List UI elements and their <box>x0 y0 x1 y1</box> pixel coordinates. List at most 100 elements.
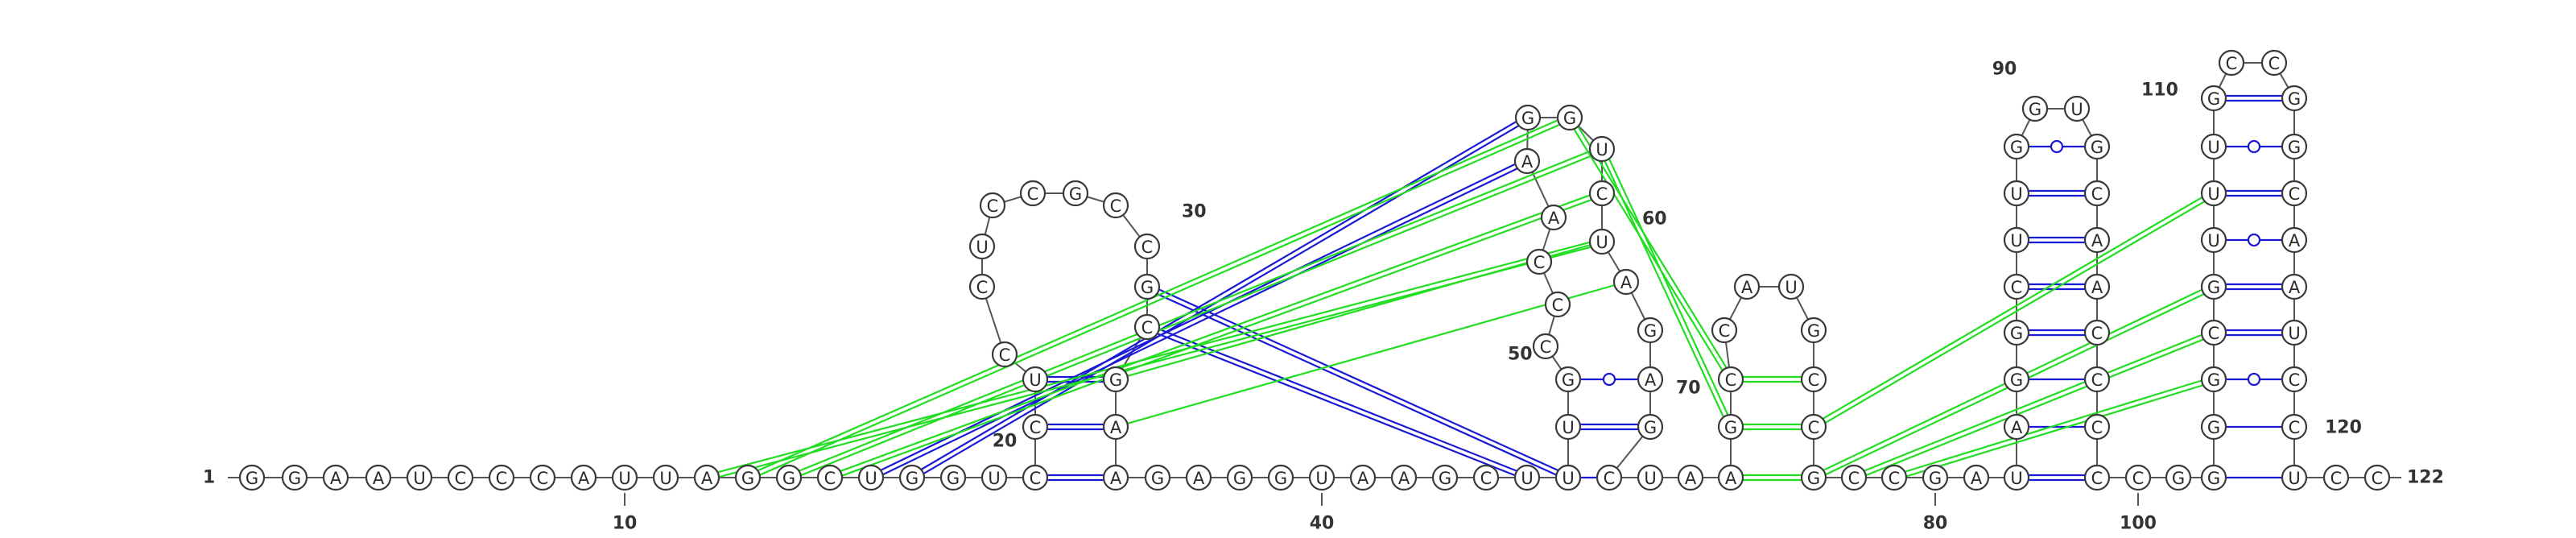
nucleotide-letter: A <box>2289 231 2301 250</box>
nucleotide-circle <box>2281 85 2308 112</box>
nucleotide-45: U <box>1513 464 1541 491</box>
nucleotide-letter: C <box>1110 197 1122 216</box>
nucleotide-21: C <box>1022 413 1049 441</box>
base-pair-line <box>910 114 1528 477</box>
base-pair-line <box>1854 333 2215 481</box>
nucleotide-50: C <box>1532 333 1559 360</box>
nucleotide-circle <box>2003 226 2030 254</box>
base-pair-line <box>1146 328 1527 481</box>
nucleotide-letter: C <box>824 469 836 488</box>
nucleotide-92: C <box>2083 180 2111 207</box>
nucleotide-70: C <box>1711 317 1738 344</box>
nucleotide-circle <box>1588 180 1616 207</box>
nucleotide-circle <box>1637 366 1664 393</box>
nucleotide-circle <box>2281 413 2308 441</box>
nucleotide-circle <box>1185 464 1212 491</box>
nucleotide-circle <box>1308 464 1335 491</box>
nucleotide-circle <box>2083 366 2111 393</box>
nucleotide-letter: U <box>1644 469 1656 488</box>
nucleotide-98: C <box>2083 464 2111 491</box>
nucleotide-letter: C <box>1596 184 1608 204</box>
nucleotide-circle <box>1922 464 1949 491</box>
nucleotide-8: C <box>529 464 556 491</box>
nucleotide-circle <box>1554 464 1582 491</box>
nucleotide-111: C <box>2260 49 2288 77</box>
nucleotide-119: C <box>2281 413 2308 441</box>
nucleotide-circle <box>1800 464 1827 491</box>
nucleotide-41: A <box>1349 464 1377 491</box>
nucleotide-letter: U <box>988 469 1000 488</box>
nucleotide-letter: C <box>976 278 989 297</box>
nucleotide-113: G <box>2281 133 2308 160</box>
nucleotide-3: A <box>322 464 349 491</box>
nucleotide-circle <box>2200 464 2227 491</box>
nucleotide-letter: G <box>2207 469 2220 488</box>
nucleotide-letter: U <box>865 469 877 488</box>
nucleotide-circle <box>1102 413 1129 441</box>
nucleotide-letter: G <box>1644 418 1657 437</box>
nucleotide-62: A <box>1637 366 1664 393</box>
nucleotide-letter: A <box>1110 469 1122 488</box>
nucleotide-letter: C <box>2132 469 2145 488</box>
nucleotide-12: A <box>693 464 720 491</box>
nucleotide-16: U <box>857 464 885 491</box>
nucleotide-84: G <box>2003 319 2030 346</box>
nucleotide-letter: A <box>1645 370 1657 390</box>
base-pair-line <box>746 114 1570 477</box>
nucleotide-121: C <box>2322 464 2350 491</box>
nucleotide-76: G <box>1800 464 1827 491</box>
nucleotide-circle <box>1525 248 1553 275</box>
nucleotide-circle <box>1800 413 1827 441</box>
nucleotide-letter: A <box>701 469 713 488</box>
nucleotide-120: U <box>2281 464 2308 491</box>
position-label-80: 80 <box>1923 514 1948 534</box>
nucleotide-circle <box>1554 413 1582 441</box>
nucleotide-circle <box>2281 366 2308 393</box>
nucleotide-circle <box>2281 133 2308 160</box>
nucleotide-letter: A <box>2091 231 2103 250</box>
nucleotide-28: G <box>1062 180 1089 207</box>
nucleotide-66: A <box>1677 464 1704 491</box>
nucleotide-88: G <box>2003 133 2030 160</box>
nucleotide-102: G <box>2200 413 2227 441</box>
nucleotide-letter: C <box>1534 253 1546 272</box>
nucleotide-letter: A <box>578 469 590 488</box>
base-pair-line <box>1811 190 2214 426</box>
nucleotide-circle <box>1226 464 1253 491</box>
nucleotide-letter: A <box>1725 469 1737 488</box>
nucleotide-24: C <box>968 273 996 300</box>
nucleotide-circle <box>652 464 679 491</box>
nucleotide-letter: G <box>1562 370 1575 390</box>
nucleotide-61: G <box>1637 317 1664 344</box>
nucleotide-letter: U <box>1562 469 1574 488</box>
nucleotide-53: A <box>1540 204 1567 231</box>
nucleotide-letter: U <box>2288 469 2300 488</box>
nucleotide-circle <box>1880 464 1908 491</box>
nucleotide-51: C <box>1544 291 1571 318</box>
nucleotide-circle <box>2083 319 2111 346</box>
nucleotide-93: A <box>2083 226 2111 254</box>
nucleotide-circle <box>1556 104 1583 131</box>
nucleotide-circle <box>1717 413 1744 441</box>
nucleotide-letter: G <box>288 469 301 488</box>
nucleotide-letter: A <box>1110 418 1122 437</box>
wobble-pair-marker <box>2050 139 2064 154</box>
nucleotide-letter: G <box>2172 469 2185 488</box>
nucleotide-letter: G <box>1069 184 1082 204</box>
nucleotide-circle <box>1062 180 1089 207</box>
nucleotide-letter: G <box>1563 109 1576 128</box>
nucleotide-circle <box>1963 464 1990 491</box>
nucleotide-circle <box>1102 464 1129 491</box>
nucleotide-letter: G <box>1141 278 1154 297</box>
nucleotide-97: C <box>2083 413 2111 441</box>
nucleotide-circle <box>1554 366 1582 393</box>
nucleotide-58: C <box>1588 180 1616 207</box>
nucleotide-64: C <box>1596 464 1623 491</box>
nucleotide-letter: A <box>2011 418 2023 437</box>
nucleotide-47: U <box>1554 464 1582 491</box>
nucleotide-circle <box>2003 133 2030 160</box>
nucleotide-circle <box>2083 273 2111 300</box>
nucleotide-letter: A <box>373 469 385 488</box>
nucleotide-circle <box>2200 226 2227 254</box>
base-pair-line <box>1115 280 1627 428</box>
